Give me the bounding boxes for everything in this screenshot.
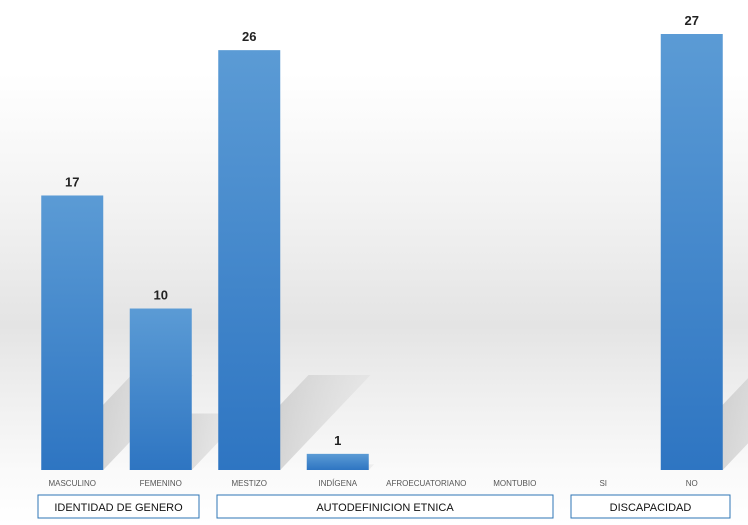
category-label-montubio: MONTUBIO bbox=[493, 479, 536, 488]
category-label-afroecuatoriano: AFROECUATORIANO bbox=[386, 479, 466, 488]
bar-no bbox=[660, 34, 723, 470]
bars bbox=[41, 34, 723, 471]
data-label-femenino: 10 bbox=[154, 288, 168, 303]
data-label-masculino: 17 bbox=[65, 174, 79, 189]
category-label-no: NO bbox=[686, 479, 698, 488]
group-label-text: IDENTIDAD DE GENERO bbox=[54, 502, 183, 514]
category-labels: MASCULINO FEMENINO MESTIZO INDÍGENA AFROECUA… bbox=[48, 479, 697, 488]
data-label-mestizo: 26 bbox=[242, 29, 256, 44]
group-discapacidad: DISCAPACIDAD bbox=[570, 494, 731, 519]
group-box bbox=[216, 494, 554, 519]
bar-indigena bbox=[306, 453, 369, 470]
group-box bbox=[37, 494, 200, 519]
group-box bbox=[570, 494, 731, 519]
category-label-indigena: INDÍGENA bbox=[318, 479, 357, 488]
category-label-femenino: FEMENINO bbox=[140, 479, 182, 488]
category-label-masculino: MASCULINO bbox=[48, 479, 96, 488]
group-label-text: DISCAPACIDAD bbox=[610, 502, 692, 514]
data-labels: 17 10 26 1 27 bbox=[65, 13, 699, 448]
bar-masculino bbox=[41, 195, 104, 470]
bar-femenino bbox=[129, 308, 192, 470]
data-label-no: 27 bbox=[685, 13, 699, 28]
group-autodefinicion-etnica: AUTODEFINICION ETNICA bbox=[216, 494, 554, 519]
data-label-indigena: 1 bbox=[334, 433, 341, 448]
group-label-text: AUTODEFINICION ETNICA bbox=[316, 502, 454, 514]
bar-mestizo bbox=[218, 50, 281, 471]
category-label-mestizo: MESTIZO bbox=[231, 479, 267, 488]
category-label-si: SI bbox=[599, 479, 607, 488]
group-identidad-de-genero: IDENTIDAD DE GENERO bbox=[37, 494, 200, 519]
group-labels: IDENTIDAD DE GENERO AUTODEFINICION ETNICA… bbox=[37, 494, 731, 519]
